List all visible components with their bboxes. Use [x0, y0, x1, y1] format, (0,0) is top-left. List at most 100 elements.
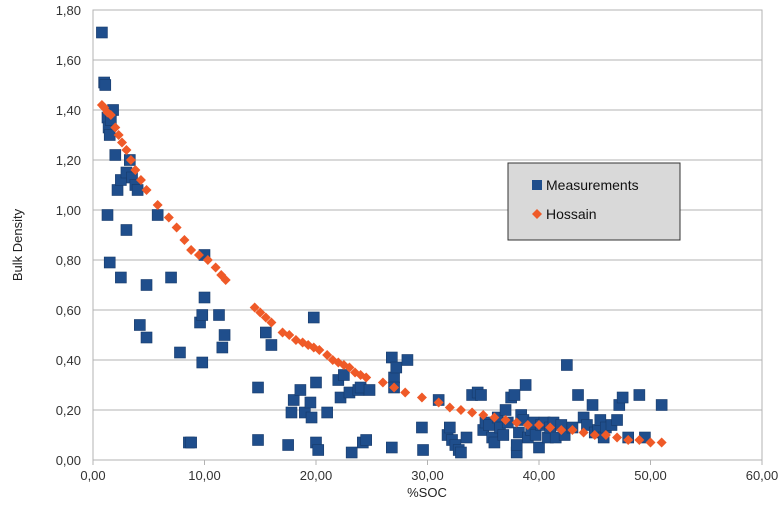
hossain-point — [344, 362, 355, 373]
measurement-point — [285, 406, 298, 419]
measurement-point — [633, 389, 646, 401]
y-axis-tick-labels: 0,00 0,20 0,40 0,60 0,80 1,00 1,20 1,40 1,60 1,80 — [56, 3, 81, 468]
y-tick-label: 0,20 — [56, 403, 81, 418]
hossain-point — [284, 330, 295, 340]
hossain-point — [152, 200, 163, 210]
measurement-point — [196, 309, 209, 321]
hossain-point — [444, 402, 455, 413]
hossain-point — [545, 422, 556, 433]
measurement-point — [134, 319, 146, 331]
measurement-point — [510, 439, 523, 451]
hossain-point — [623, 435, 634, 445]
measurement-point — [443, 421, 456, 434]
hossain-point — [113, 130, 124, 140]
measurement-point — [508, 389, 521, 401]
hossain-point — [193, 250, 204, 260]
hossain-point — [416, 392, 427, 403]
hossain-point — [322, 350, 333, 360]
measurement-point — [497, 429, 510, 441]
hossain-point — [556, 425, 567, 435]
measurement-point — [338, 369, 350, 381]
legend: Measurements Hossain — [507, 162, 681, 241]
measurement-point — [109, 149, 122, 161]
measurement-point — [310, 376, 322, 389]
measurement-point — [103, 256, 116, 269]
measurement-point — [616, 391, 629, 404]
hossain-point — [202, 255, 213, 265]
measurement-point — [115, 271, 127, 284]
hossain-point — [210, 262, 221, 273]
measurements-series — [96, 26, 668, 459]
hossain-point — [121, 145, 132, 155]
hossain-point — [377, 377, 388, 388]
measurement-point — [307, 311, 320, 324]
legend-marker-measurements — [532, 180, 542, 190]
measurement-point — [401, 354, 414, 366]
measurement-point — [99, 79, 112, 91]
hossain-point — [600, 430, 611, 440]
hossain-point — [400, 387, 411, 398]
legend-marker-hossain — [532, 209, 542, 219]
hossain-point — [522, 420, 533, 430]
measurement-point — [417, 444, 429, 456]
hossain-point — [612, 432, 623, 443]
measurement-point — [386, 351, 398, 364]
y-tick-label: 0,00 — [56, 453, 81, 468]
y-tick-label: 0,40 — [56, 353, 81, 368]
hossain-point — [141, 185, 152, 195]
y-tick-label: 1,20 — [56, 153, 81, 168]
measurement-point — [120, 224, 133, 236]
measurement-point — [265, 339, 278, 351]
hossain-point — [489, 412, 500, 423]
hossain-point — [220, 275, 231, 285]
plot-area-frame — [92, 9, 763, 461]
measurement-point — [655, 399, 668, 411]
y-tick-label: 1,60 — [56, 53, 81, 68]
x-tick-label: 10,00 — [188, 468, 221, 483]
measurement-point — [475, 389, 487, 401]
legend-label-measurements: Measurements — [546, 177, 639, 193]
hossain-point — [116, 137, 127, 148]
x-tick-label: 60,00 — [746, 468, 779, 483]
measurement-point — [572, 389, 584, 401]
measurement-point — [111, 184, 124, 196]
measurement-point — [294, 384, 307, 396]
measurement-point — [252, 434, 264, 446]
y-tick-label: 1,80 — [56, 3, 81, 18]
measurement-point — [611, 414, 623, 426]
hossain-point — [645, 437, 656, 448]
measurement-point — [561, 359, 573, 371]
hossain-point — [179, 235, 190, 245]
measurement-point — [304, 396, 317, 409]
measurement-point — [360, 434, 372, 446]
measurement-point — [345, 446, 358, 459]
y-tick-label: 0,80 — [56, 253, 81, 268]
x-tick-label: 50,00 — [634, 468, 667, 483]
measurement-point — [151, 209, 164, 221]
measurement-point — [196, 356, 209, 369]
hossain-point — [249, 302, 260, 313]
hossain-point — [171, 222, 182, 233]
measurement-point — [455, 446, 467, 459]
measurement-point — [185, 436, 197, 449]
measurement-point — [533, 441, 545, 454]
measurement-point — [388, 371, 400, 384]
measurement-point — [96, 26, 108, 39]
measurement-point — [390, 361, 403, 374]
x-tick-label: 40,00 — [523, 468, 556, 483]
x-tick-label: 0,00 — [80, 468, 105, 483]
measurement-point — [312, 444, 325, 456]
hossain-point — [105, 110, 116, 120]
measurement-point — [260, 326, 272, 339]
hossain-point — [578, 427, 589, 438]
measurement-point — [321, 406, 333, 419]
y-tick-label: 1,40 — [56, 103, 81, 118]
measurement-point — [499, 404, 512, 416]
hossain-point — [255, 307, 266, 318]
hossain-point — [567, 425, 578, 435]
hossain-point — [314, 345, 325, 355]
measurement-point — [586, 399, 599, 411]
hossain-point — [135, 175, 146, 185]
hossain-point — [125, 155, 136, 165]
